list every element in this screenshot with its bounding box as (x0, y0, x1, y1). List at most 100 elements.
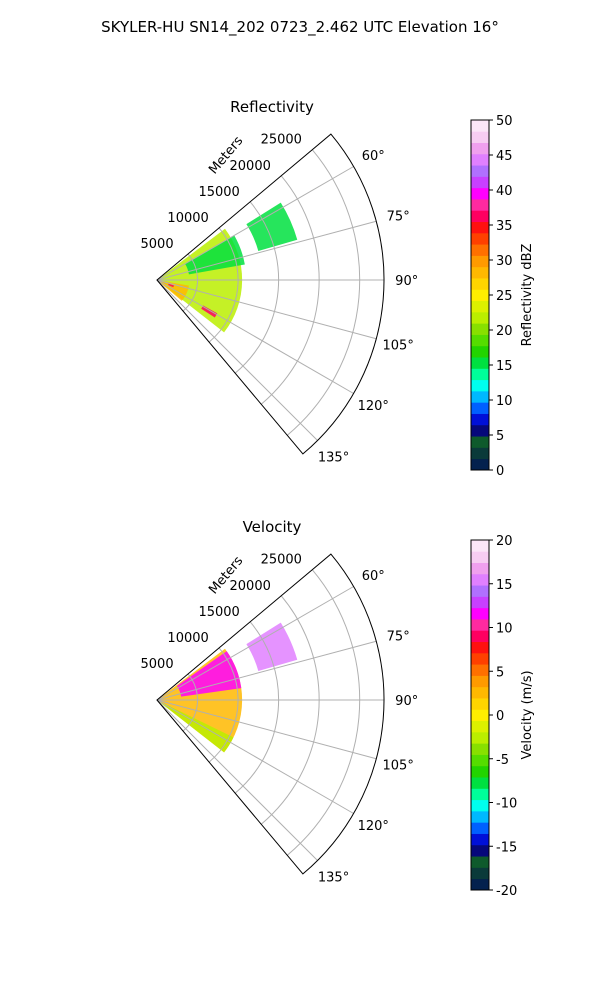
colorbar-swatch (471, 187, 489, 200)
colorbar-tick-label: 15 (496, 359, 513, 374)
colorbar-swatch (471, 221, 489, 234)
colorbar-swatch (471, 596, 489, 609)
polar-grid (156, 569, 384, 861)
radial-tick-label: 20000 (230, 579, 271, 594)
colorbar-swatch (471, 300, 489, 313)
echo-region-near-core (157, 280, 189, 301)
grid-spoke (156, 279, 318, 441)
colorbar-swatch (471, 551, 489, 563)
colorbar: 0 5 10 15 20 25 30 35 40 45 50 Reflectivity dBZ (470, 114, 535, 479)
colorbar-swatch (471, 867, 489, 880)
colorbar-swatch (471, 698, 489, 710)
grid-spoke (156, 699, 377, 760)
grid-ring (234, 621, 280, 794)
colorbar-tick-label: 25 (496, 289, 513, 304)
colorbar-tick-label: 10 (496, 622, 513, 637)
colorbar-tick-label: -10 (496, 797, 517, 812)
radial-tick-label: 5000 (141, 237, 174, 252)
theta-tick-label: 105° (383, 759, 414, 774)
colorbar-label: Velocity (m/s) (520, 670, 535, 759)
colorbar-tick-label: 0 (496, 464, 504, 479)
colorbar-tick-label: 50 (496, 114, 513, 129)
colorbar-tick-label: 10 (496, 394, 513, 409)
theta-tick-label: 120° (358, 819, 389, 834)
radial-tick-label: 25000 (261, 553, 302, 568)
colorbar-swatch (471, 810, 489, 823)
echo-region-inbound-edge (157, 700, 234, 753)
echo-region-outer-patch (246, 202, 298, 251)
colorbar-swatch (471, 878, 489, 891)
grid-spoke (156, 220, 377, 281)
colorbar-tick-label: 30 (496, 254, 513, 269)
colorbar-tick-label: 45 (496, 149, 513, 164)
colorbar-swatch (471, 436, 489, 448)
echo-region-hot-spot-2 (201, 305, 218, 318)
colorbar-tick-label: 15 (496, 578, 513, 593)
figure-suptitle: SKYLER-HU SN14_202 0723_2.462 UTC Elevat… (101, 18, 499, 37)
colorbar-swatch (471, 323, 489, 335)
colorbar-tick-label: 5 (496, 429, 504, 444)
colorbar-tick-label: 40 (496, 184, 513, 199)
colorbar-swatch (471, 630, 489, 643)
colorbar-swatch (471, 368, 489, 381)
colorbar-swatch (471, 458, 489, 471)
grid-spoke (156, 586, 354, 701)
theta-tick-label: 90° (395, 274, 418, 289)
colorbar-swatch (471, 413, 489, 426)
colorbar-swatch (471, 176, 489, 189)
colorbar-swatch (471, 142, 489, 155)
colorbar-swatch (471, 357, 489, 369)
grid-ring (286, 149, 361, 436)
colorbar-swatch (471, 641, 489, 654)
theta-tick-label: 75° (387, 629, 410, 644)
colorbar-tick-label: -5 (496, 753, 509, 768)
panel-title: Velocity (243, 518, 302, 536)
colorbar-swatch (471, 334, 489, 347)
colorbar-swatch (471, 120, 489, 132)
theta-tick-label: 60° (362, 149, 385, 164)
theta-tick-label: 75° (387, 209, 410, 224)
colorbar-swatch (471, 799, 489, 812)
echo-region-outbound-core (176, 651, 242, 697)
radial-tick-label: 15000 (198, 605, 239, 620)
grid-spoke (156, 640, 377, 701)
colorbar-swatch (471, 244, 489, 256)
colorbar-swatch (471, 619, 489, 631)
grid-spoke (156, 699, 354, 814)
radial-tick-label: 20000 (230, 159, 271, 174)
grid-ring (260, 595, 320, 825)
colorbar-swatch (471, 210, 489, 223)
echo-regions (157, 202, 298, 333)
grid-ring (234, 201, 280, 374)
colorbar-swatch (471, 573, 489, 586)
colorbar-swatch (471, 856, 489, 868)
reflectivity-panel: Reflectivity60°75°90°105°120°135°5000100… (141, 98, 535, 479)
colorbar-swatch (471, 278, 489, 290)
panel-title: Reflectivity (230, 98, 314, 116)
colorbar-swatch (471, 311, 489, 324)
colorbar-tick-label: 0 (496, 709, 504, 724)
grid-spoke (156, 279, 354, 394)
grid-spoke (156, 279, 377, 340)
colorbar-swatch (471, 709, 489, 722)
sector-outline (156, 133, 385, 455)
colorbar-swatch (471, 562, 489, 575)
colorbar-swatch (471, 731, 489, 744)
colorbar-swatch (471, 607, 489, 620)
colorbar-swatch (471, 345, 489, 358)
colorbar-swatch (471, 833, 489, 846)
grid-ring (260, 175, 320, 405)
colorbar-swatch (471, 447, 489, 460)
colorbar-swatch (471, 765, 489, 778)
colorbar-swatch (471, 652, 489, 665)
colorbar-swatch (471, 255, 489, 268)
colorbar-swatch (471, 720, 489, 733)
colorbar-swatch (471, 754, 489, 767)
colorbar-swatch (471, 743, 489, 755)
colorbar-swatch (471, 675, 489, 688)
colorbar-swatch (471, 165, 489, 177)
colorbar-swatch (471, 266, 489, 279)
colorbar: -20 -15 -10 -5 0 5 10 15 20 Velocity (m/s) (470, 534, 535, 899)
sector-outline (156, 553, 385, 875)
